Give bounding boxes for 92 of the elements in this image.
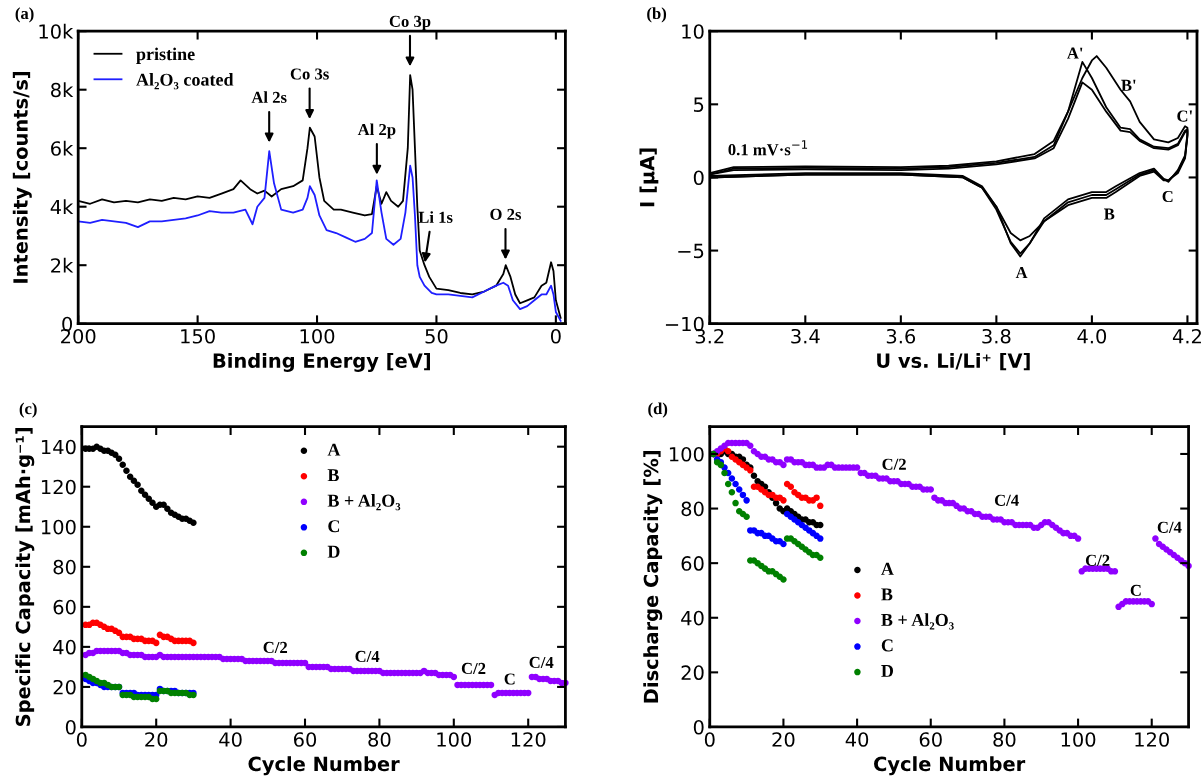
legend-label: D	[327, 545, 340, 558]
x-tick-label: 0	[76, 732, 87, 747]
y-axis-title: I [μA]	[639, 148, 659, 207]
chart-title: (d)	[648, 402, 668, 418]
x-tick-label: 100	[1061, 732, 1096, 747]
annotation: Al 2s	[251, 91, 287, 103]
legend-label: Al₂O₃ coated	[136, 73, 234, 90]
legend-label: pristine	[136, 47, 195, 64]
y-tick-label: −5	[678, 243, 704, 259]
x-tick-label: 120	[1135, 732, 1169, 747]
annotation: C/2	[1085, 554, 1110, 566]
annotation: C/4	[529, 656, 554, 669]
chart-title: (a)	[15, 7, 34, 23]
annotation: C/2	[461, 662, 486, 675]
y-tick-label: 60	[681, 556, 704, 571]
x-tick-label: 80	[993, 732, 1016, 747]
annotation: C/4	[994, 494, 1019, 506]
annotation: C/2	[882, 458, 906, 470]
y-tick-label: 5	[694, 97, 704, 112]
y-tick-label: 120	[41, 479, 76, 495]
legend-label: A	[327, 443, 341, 456]
y-tick-label: 20	[681, 665, 704, 681]
x-axis-title: U vs. Li/Li⁺ [V]	[877, 352, 1030, 371]
y-tick-label: 6k	[51, 140, 74, 156]
annotation: Al 2p	[357, 123, 396, 139]
legend-label: B	[327, 469, 339, 482]
legend-label: B + Al₂O₃	[881, 613, 954, 630]
x-tick-label: 3.8	[982, 328, 1011, 344]
annotation: B	[1104, 208, 1115, 220]
y-tick-label: 80	[681, 501, 704, 517]
x-tick-label: 100	[437, 732, 472, 747]
y-tick-label: 80	[53, 559, 76, 575]
annotation: Co 3s	[290, 68, 329, 80]
x-tick-label: 4.0	[1077, 328, 1107, 344]
annotation: A	[1015, 266, 1028, 278]
y-tick-label: 0	[693, 170, 704, 186]
y-tick-label: 40	[681, 610, 704, 626]
annotation: B'	[1121, 79, 1136, 91]
y-tick-label: 0	[693, 719, 704, 735]
y-tick-label: 100	[669, 446, 704, 462]
annotation: C	[504, 673, 515, 685]
legend-label: B + Al₂O₃	[327, 494, 401, 511]
annotation: C/4	[1157, 521, 1182, 533]
y-tick-label: 60	[53, 599, 76, 615]
chart-title: (c)	[19, 402, 37, 418]
annotation: C'	[1177, 110, 1192, 122]
x-tick-label: 50	[425, 328, 448, 344]
y-tick-label: 100	[41, 519, 76, 535]
annotation: C/4	[355, 650, 380, 663]
legend-label: B	[881, 588, 893, 601]
annotation: C	[1130, 584, 1141, 596]
x-tick-label: 40	[845, 732, 869, 747]
x-tick-label: 40	[219, 732, 242, 747]
x-tick-label: 20	[145, 732, 168, 747]
y-tick-label: 10k	[39, 23, 74, 39]
y-tick-label: 2k	[51, 257, 74, 273]
y-tick-label: 0	[65, 719, 76, 735]
chart-title: (b)	[647, 7, 667, 23]
annotation: O 2s	[490, 208, 522, 220]
legend-label: D	[881, 665, 894, 677]
x-tick-label: 0	[550, 328, 561, 344]
legend-label: A	[881, 562, 894, 575]
x-tick-label: 3.4	[791, 328, 820, 344]
annotation: C	[1162, 190, 1173, 203]
x-tick-label: 100	[300, 328, 335, 344]
x-tick-label: 60	[293, 732, 317, 747]
annotation: 0.1 mV·s$^{−1}$	[728, 140, 808, 156]
x-tick-label: 150	[181, 328, 215, 344]
annotation: A'	[1067, 47, 1083, 59]
x-tick-label: 3.6	[886, 328, 916, 344]
text: Co 3p	[389, 15, 431, 31]
y-axis-title: Intensity [counts/s]	[12, 71, 32, 283]
y-tick-label: 4k	[50, 199, 74, 215]
x-axis-title: Binding Energy [eV]	[213, 352, 430, 372]
x-tick-label: 60	[919, 732, 942, 747]
x-axis-title: Cycle Number	[874, 756, 1026, 776]
x-tick-label: 0	[704, 732, 715, 747]
y-axis-title: Discharge Capacity [%]	[643, 451, 663, 703]
y-tick-label: 40	[53, 639, 76, 655]
y-tick-label: 140	[41, 439, 76, 455]
y-tick-label: 20	[53, 679, 76, 695]
annotation: C/2	[263, 641, 288, 654]
x-tick-label: 80	[368, 732, 391, 747]
legend-label: C	[328, 520, 340, 533]
legend-label: C	[881, 639, 893, 652]
x-tick-label: 120	[511, 732, 546, 747]
x-axis-title: Cycle Number	[248, 756, 400, 776]
x-tick-label: 4.2	[1172, 328, 1201, 344]
y-tick-label: 10	[682, 24, 704, 39]
y-axis-title: Specific Capacity [mAh·g⁻¹]	[15, 427, 35, 726]
y-tick-label: 8k	[51, 82, 74, 98]
x-tick-label: 20	[772, 732, 795, 747]
